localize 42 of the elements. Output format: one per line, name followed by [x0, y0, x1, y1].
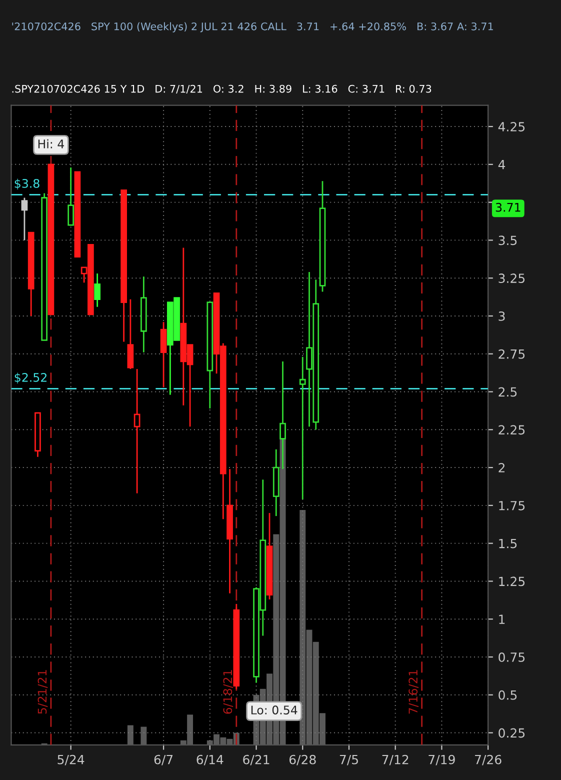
x-tick-label: 6/14: [196, 754, 224, 766]
x-tick-label: 7/26: [475, 754, 502, 766]
x-tick-label: 5/24: [58, 754, 84, 766]
candlestick: [21, 197, 28, 241]
x-tick-label: 6/28: [289, 754, 316, 766]
y-tick-label: 0.25: [498, 728, 525, 738]
candlestick: [134, 368, 140, 494]
y-tick-label: 1.25: [499, 576, 525, 586]
ref-line-label: 7/16/21: [408, 670, 418, 714]
y-tick-label: 1.5: [499, 538, 517, 548]
candlestick: [160, 321, 167, 388]
x-tick-label: 6/21: [243, 754, 270, 766]
x-tick-label: 7/12: [382, 754, 408, 766]
candlestick: [68, 166, 74, 226]
candlestick: [127, 298, 134, 370]
candlestick: [94, 272, 100, 308]
text: 3.71: [496, 202, 520, 212]
y-tick-label: 2: [498, 463, 504, 472]
y-tick-label: 4: [498, 160, 506, 170]
ref-line-label: $3.8: [14, 178, 40, 190]
y-tick-label: 3.5: [498, 236, 517, 246]
y-tick-label: 1.75: [499, 501, 525, 510]
chart-subtitle: '210702C426 SPY 100 (Weeklys) 2 JUL 21 426 CALL 3.71 +.64 +20.85% B: 3.67 A: 3.71: [12, 22, 493, 32]
ref-line-label: 6/18/21: [223, 670, 234, 714]
x-tick-label: 7/19: [428, 754, 455, 766]
y-tick-label: 4.25: [498, 122, 525, 132]
y-tick-label: 0.75: [498, 652, 525, 662]
annotation: Hi: 4: [38, 139, 64, 148]
y-tick-label: 1: [499, 614, 505, 624]
candlestick: [299, 356, 306, 500]
x-tick-label: 7/5: [340, 755, 358, 766]
ref-line-label: $2.52: [14, 372, 46, 384]
chart-title: .SPY210702C426 15 Y 1D D: 7/1/21 O: 3.2 H: 3.89 L: 3.16 C: 3.71 R: 0.73: [12, 84, 432, 94]
y-tick-label: 3.25: [498, 274, 525, 284]
y-tick-label: 2.25: [498, 425, 525, 435]
y-tick-label: 2.75: [498, 349, 525, 359]
x-tick-label: 6/7: [154, 754, 173, 766]
y-tick-label: 2.5: [498, 387, 517, 397]
y-tick-label: 3: [498, 311, 505, 321]
ref-line-label: 5/21/21: [38, 670, 48, 714]
y-tick-label: 0.5: [498, 690, 517, 700]
annotation: Lo: 0.54: [251, 706, 298, 714]
